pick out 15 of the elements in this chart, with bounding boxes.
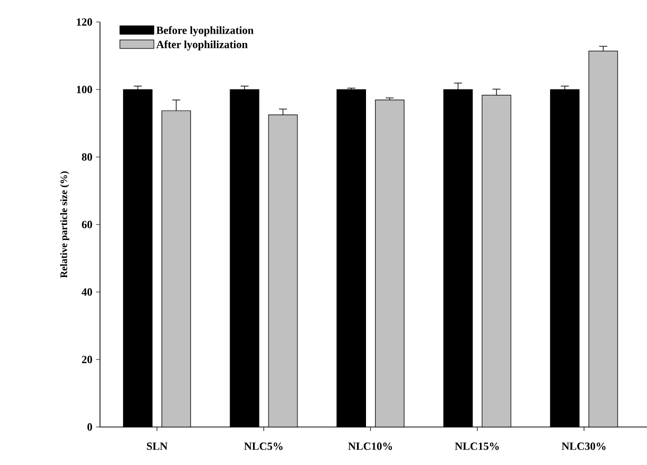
x-tick-label: NLC10% bbox=[348, 442, 392, 450]
y-axis-title: Relative particle size (%) bbox=[60, 171, 70, 278]
legend-label: After lyophilization bbox=[156, 40, 248, 50]
x-tick-label: SLN bbox=[146, 442, 168, 450]
y-tick-label: 40 bbox=[82, 288, 92, 296]
x-tick-label: NLC15% bbox=[454, 442, 499, 450]
x-tick-label: NLC30% bbox=[562, 442, 606, 450]
y-tick-label: 20 bbox=[82, 356, 92, 364]
legend-label: Before lyophilization bbox=[156, 26, 254, 36]
y-tick-label: 100 bbox=[76, 86, 92, 94]
y-tick-label: 120 bbox=[76, 18, 92, 26]
y-tick-label: 80 bbox=[82, 153, 92, 161]
y-tick-label: 0 bbox=[87, 423, 92, 431]
y-tick-label: 60 bbox=[82, 220, 92, 228]
x-tick-label: NLC5% bbox=[244, 442, 283, 450]
